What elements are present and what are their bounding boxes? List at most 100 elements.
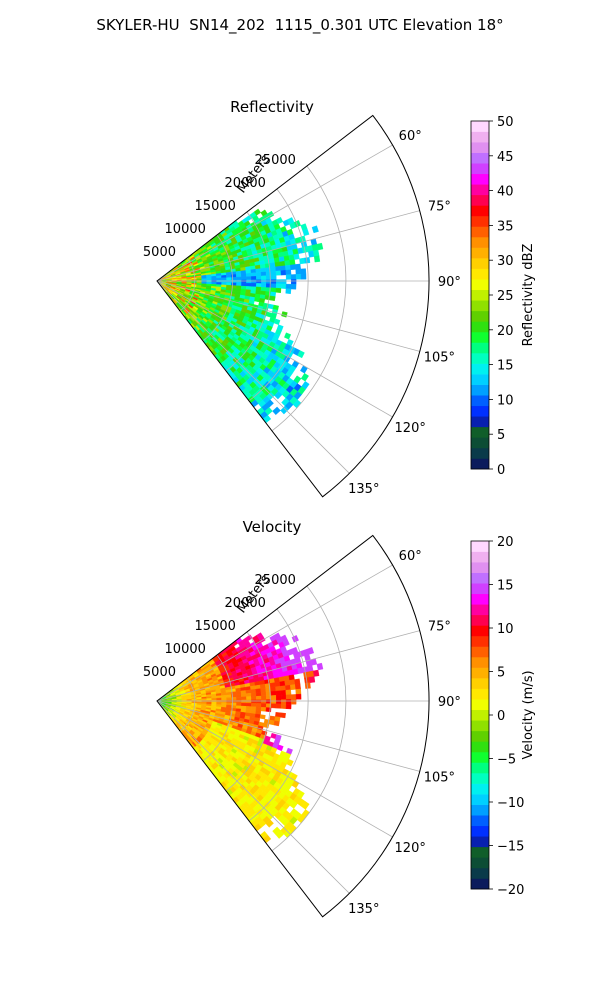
azimuth-spoke <box>156 630 420 702</box>
radar-cell <box>251 696 257 701</box>
range-tick-label: 25000 <box>255 153 296 168</box>
range-tick-label: 25000 <box>255 573 296 588</box>
colorbar-swatch <box>471 593 489 605</box>
radar-cell <box>269 682 276 688</box>
colorbar-swatch <box>471 783 489 795</box>
radar-cell <box>273 720 280 727</box>
radar-cell <box>279 712 286 719</box>
colorbar-tick-label: 5 <box>497 428 505 443</box>
radar-cell <box>246 699 252 704</box>
colorbar-tick-label: −15 <box>497 840 524 855</box>
radar-cell <box>226 694 232 698</box>
sector-outline <box>156 534 430 918</box>
radar-cell <box>282 639 290 647</box>
colorbar-swatch <box>471 709 489 721</box>
colorbar-tick-label: −10 <box>497 796 524 811</box>
range-tick-label: 20000 <box>225 596 266 611</box>
radar-cell <box>270 275 277 280</box>
radar-cell <box>240 690 247 695</box>
colorbar-swatch <box>471 635 489 647</box>
radar-cell <box>241 699 247 704</box>
colorbar-swatch <box>471 237 489 248</box>
radar-cell <box>269 262 276 268</box>
radar-cell <box>250 272 257 277</box>
radar-cell <box>206 698 212 701</box>
radar-field <box>156 208 324 424</box>
radar-cell <box>256 695 262 700</box>
radar-cell <box>221 277 227 281</box>
colorbar-swatch <box>471 614 489 626</box>
colorbar-swatch <box>471 815 489 827</box>
radar-cell <box>226 274 232 278</box>
colorbar-swatch <box>471 751 489 763</box>
radar-cell <box>285 703 292 710</box>
range-tick-label: 20000 <box>225 176 266 191</box>
radar-cell <box>261 275 267 281</box>
colorbar-swatch <box>471 184 489 196</box>
colorbar-swatch <box>471 762 489 774</box>
colorbar-tick-label: 10 <box>497 622 514 637</box>
azimuth-tick-label: 135° <box>348 902 379 917</box>
range-ring <box>179 677 196 732</box>
colorbar-tick-label: 5 <box>497 666 505 681</box>
radar-cell <box>294 678 301 685</box>
radar-cell <box>201 698 207 701</box>
polar-grid <box>156 564 429 894</box>
radar-cell <box>275 270 282 276</box>
radar-cell <box>285 694 292 700</box>
radar-cell <box>240 693 247 698</box>
radar-cell <box>236 693 242 698</box>
radar-cell <box>279 680 286 687</box>
radar-cell <box>260 271 267 277</box>
radar-cell <box>312 249 320 257</box>
colorbar-swatch <box>471 121 489 132</box>
radar-cell <box>309 676 316 683</box>
colorbar-swatch <box>471 152 489 164</box>
radar-cell <box>312 669 320 677</box>
azimuth-tick-label: 120° <box>395 841 426 856</box>
azimuth-tick-label: 120° <box>395 421 426 436</box>
reflectivity-panel-title: Reflectivity <box>230 98 314 116</box>
radar-cell <box>241 696 247 701</box>
colorbar-tick-label: −5 <box>497 753 516 768</box>
colorbar-swatch <box>471 173 489 185</box>
azimuth-tick-label: 90° <box>438 695 461 710</box>
colorbar-label: Reflectivity dBZ <box>521 244 536 347</box>
radar-cell <box>251 276 257 281</box>
radar-cell <box>275 685 282 692</box>
colorbar-swatch <box>471 583 489 595</box>
azimuth-tick-label: 105° <box>424 351 455 366</box>
radar-cell <box>280 283 287 289</box>
radar-cell <box>269 295 276 302</box>
radar-cell <box>270 287 277 293</box>
radar-cell <box>290 264 296 271</box>
radar-cell <box>261 279 267 284</box>
colorbar-swatch <box>471 258 489 269</box>
colorbar-swatch <box>471 572 489 584</box>
radar-cell <box>256 275 262 280</box>
radar-cell <box>268 719 275 726</box>
radar-cell <box>260 687 267 693</box>
radar-cell <box>286 699 292 705</box>
colorbar-label: Velocity (m/s) <box>521 670 536 759</box>
radar-cell <box>280 265 287 271</box>
radar-cell <box>288 674 295 681</box>
radar-cell <box>304 682 311 689</box>
radar-cell <box>280 703 287 709</box>
radar-cell <box>256 699 262 704</box>
radar-cell <box>280 279 287 285</box>
radar-cell <box>246 702 252 707</box>
colorbar-swatch <box>471 426 489 438</box>
radar-cell <box>272 406 281 416</box>
colorbar-swatch <box>471 458 489 470</box>
radar-cell <box>284 680 291 686</box>
radar-cell <box>285 689 292 696</box>
colorbar-tick-label: 20 <box>497 535 514 550</box>
colorbar-swatch <box>471 268 489 280</box>
radar-cell <box>291 279 297 285</box>
velocity-panel: Velocity −20 −15 −10 −5 0 5 10 15 20 Velocity (m/… <box>143 518 536 918</box>
azimuth-spoke <box>156 700 350 894</box>
azimuth-spoke <box>156 280 393 418</box>
colorbar-swatch <box>471 846 489 858</box>
radar-cell <box>254 297 261 303</box>
